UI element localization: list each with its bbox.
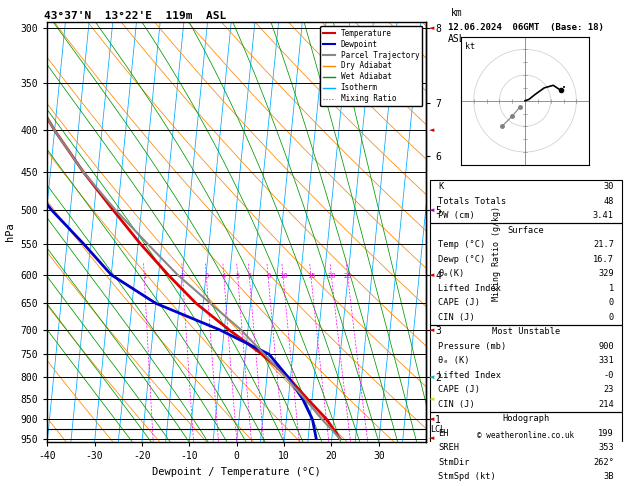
Text: 331: 331 <box>598 356 614 365</box>
Text: ◄: ◄ <box>430 327 435 333</box>
Text: 329: 329 <box>598 269 614 278</box>
Text: Surface: Surface <box>508 226 545 235</box>
Text: K: K <box>438 182 443 191</box>
Text: 3.41: 3.41 <box>593 211 614 220</box>
Text: ◄: ◄ <box>430 417 435 422</box>
Text: 23: 23 <box>603 385 614 394</box>
Text: 25: 25 <box>344 273 352 279</box>
Text: 43°37'N  13°22'E  119m  ASL: 43°37'N 13°22'E 119m ASL <box>44 11 226 21</box>
Text: 6: 6 <box>247 273 252 279</box>
Text: © weatheronline.co.uk: © weatheronline.co.uk <box>477 431 575 440</box>
Text: ◄: ◄ <box>430 127 435 133</box>
Text: 199: 199 <box>598 429 614 438</box>
Text: CAPE (J): CAPE (J) <box>438 298 480 307</box>
Text: θₑ(K): θₑ(K) <box>438 269 464 278</box>
Text: StmDir: StmDir <box>438 458 470 467</box>
Text: km: km <box>450 8 462 17</box>
Text: Lifted Index: Lifted Index <box>438 371 501 380</box>
Text: ◄: ◄ <box>430 396 435 402</box>
Text: 0: 0 <box>609 313 614 322</box>
Text: CAPE (J): CAPE (J) <box>438 385 480 394</box>
Text: Mixing Ratio (g/kg): Mixing Ratio (g/kg) <box>492 206 501 300</box>
Text: 8: 8 <box>266 273 270 279</box>
Text: 3B: 3B <box>603 472 614 481</box>
Legend: Temperature, Dewpoint, Parcel Trajectory, Dry Adiabat, Wet Adiabat, Isotherm, Mi: Temperature, Dewpoint, Parcel Trajectory… <box>320 26 423 106</box>
Text: ◄: ◄ <box>430 435 435 441</box>
X-axis label: Dewpoint / Temperature (°C): Dewpoint / Temperature (°C) <box>152 467 321 477</box>
Text: 48: 48 <box>603 197 614 206</box>
Text: 3: 3 <box>204 273 209 279</box>
Text: 10: 10 <box>279 273 287 279</box>
Text: 12.06.2024  06GMT  (Base: 18): 12.06.2024 06GMT (Base: 18) <box>448 23 604 32</box>
Text: Temp (°C): Temp (°C) <box>438 240 486 249</box>
Text: EH: EH <box>438 429 448 438</box>
Text: 4: 4 <box>222 273 226 279</box>
Text: 1: 1 <box>609 284 614 293</box>
Text: LCL: LCL <box>430 425 445 434</box>
Text: -0: -0 <box>603 371 614 380</box>
Text: ◄: ◄ <box>430 207 435 213</box>
Text: •: • <box>562 86 566 91</box>
Text: kt: kt <box>465 42 475 51</box>
Text: 214: 214 <box>598 400 614 409</box>
Text: 0: 0 <box>609 298 614 307</box>
Text: Hodograph: Hodograph <box>503 415 550 423</box>
Text: 2: 2 <box>181 273 185 279</box>
Text: 30: 30 <box>603 182 614 191</box>
Bar <box>430 179 622 223</box>
Text: SREH: SREH <box>438 443 459 452</box>
Bar <box>430 223 622 325</box>
Text: 20: 20 <box>328 273 336 279</box>
Text: 262°: 262° <box>593 458 614 467</box>
Text: Pressure (mb): Pressure (mb) <box>438 342 506 351</box>
Y-axis label: hPa: hPa <box>5 223 15 242</box>
Text: 5: 5 <box>236 273 240 279</box>
Text: CIN (J): CIN (J) <box>438 400 475 409</box>
Text: Most Unstable: Most Unstable <box>492 327 560 336</box>
Text: 353: 353 <box>598 443 614 452</box>
Text: Lifted Index: Lifted Index <box>438 284 501 293</box>
Text: ◄: ◄ <box>430 272 435 278</box>
Text: ◄: ◄ <box>430 374 435 381</box>
Text: 21.7: 21.7 <box>593 240 614 249</box>
Bar <box>430 412 622 484</box>
Text: θₑ (K): θₑ (K) <box>438 356 470 365</box>
Text: Dewp (°C): Dewp (°C) <box>438 255 486 264</box>
Text: ◄: ◄ <box>430 25 435 31</box>
Text: 1: 1 <box>142 273 147 279</box>
Text: 900: 900 <box>598 342 614 351</box>
Text: Totals Totals: Totals Totals <box>438 197 506 206</box>
Bar <box>430 325 622 412</box>
Text: 15: 15 <box>307 273 316 279</box>
Text: PW (cm): PW (cm) <box>438 211 475 220</box>
Text: CIN (J): CIN (J) <box>438 313 475 322</box>
Text: ASL: ASL <box>448 35 465 45</box>
Text: StmSpd (kt): StmSpd (kt) <box>438 472 496 481</box>
Text: 16.7: 16.7 <box>593 255 614 264</box>
